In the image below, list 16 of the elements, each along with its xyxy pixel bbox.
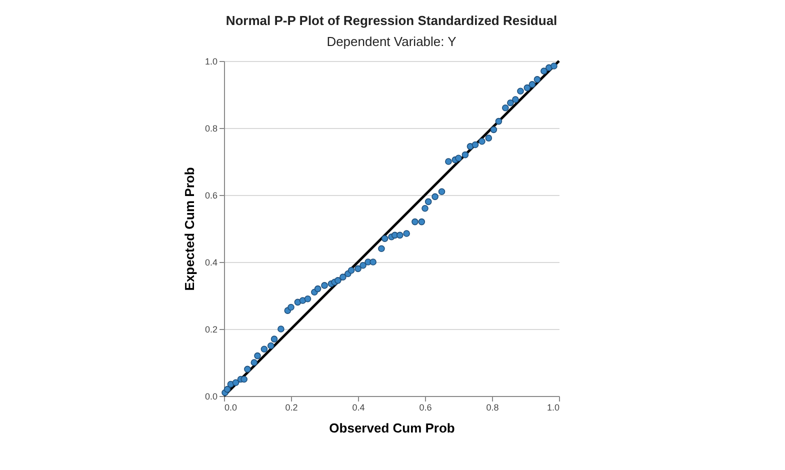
y-tick-label: 0.4 [204,258,218,268]
x-tick-label: 0.6 [419,402,432,412]
x-axis-title: Observed Cum Prob [329,420,455,436]
chart-title: Normal P-P Plot of Regression Standardized Residual [226,13,558,28]
x-tick-label: 0.2 [285,402,298,412]
chart-subtitle: Dependent Variable: Y [326,34,457,49]
x-tick-label: 1.0 [546,402,560,412]
y-tick-label: 0.8 [204,124,218,134]
y-tick-label: 0.2 [204,324,218,334]
y-tick-label: 1.0 [204,56,218,66]
y-tick-label: 0.6 [204,190,218,200]
y-tick-label: 0.0 [204,392,218,402]
x-tick-label: 0.8 [486,402,499,412]
y-axis-title: Expected Cum Prob [182,167,197,291]
x-tick-label: 0.4 [352,402,365,412]
x-tick-label: 0.0 [224,402,238,412]
